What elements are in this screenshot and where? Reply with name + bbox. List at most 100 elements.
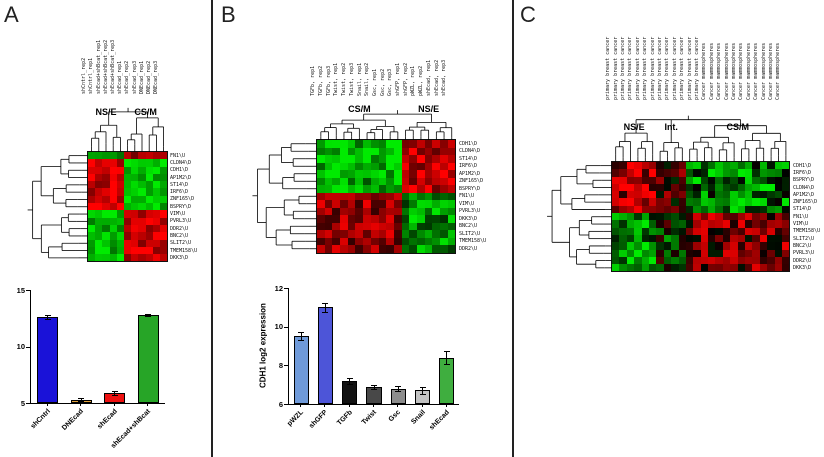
heatmap-cell: [416, 155, 425, 163]
heatmap-cell: [781, 249, 790, 257]
heatmap-cell: [700, 234, 709, 243]
heatmap-cell: [145, 246, 153, 255]
heatmap-cell: [88, 188, 96, 196]
heatmap-cell: [745, 227, 753, 235]
heatmap-cell: [641, 198, 649, 206]
heatmap-cell: [730, 213, 738, 221]
heatmap-cell: [116, 173, 124, 182]
heatmap-cell: [626, 198, 635, 206]
heatmap-cell: [626, 227, 635, 235]
heatmap-cell: [641, 169, 649, 177]
heatmap-cell: [109, 254, 117, 262]
panel-letter-a: A: [4, 2, 19, 27]
x-axis-tick: [324, 404, 326, 407]
heatmap-cell: [671, 242, 679, 250]
heatmap-column-label: shEcad, rep1: [425, 59, 432, 96]
heatmap-cell: [708, 220, 716, 228]
heatmap-cell: [715, 234, 723, 243]
heatmap-cell: [340, 192, 348, 200]
heatmap-cell: [722, 264, 731, 272]
heatmap-cell: [626, 183, 635, 192]
heatmap-cell: [355, 207, 364, 215]
heatmap-cell: [440, 245, 448, 253]
heatmap-cell: [116, 210, 124, 218]
heatmap-cell: [626, 242, 635, 250]
heatmap-cell: [370, 162, 379, 170]
heatmap-cell: [116, 217, 124, 225]
heatmap-cell: [447, 230, 456, 238]
bar-category-label: pWZL: [286, 409, 306, 428]
heatmap-cell: [656, 264, 664, 272]
heatmap-cell: [774, 242, 782, 250]
heatmap-cell: [340, 170, 348, 178]
heatmap-column-label: Cancer mammospheres: [716, 42, 723, 100]
heatmap-cell: [678, 213, 686, 221]
heatmap-cell: [145, 203, 153, 211]
heatmap-cell: [386, 177, 394, 185]
heatmap-cell: [759, 198, 768, 206]
heatmap-row-label: IRF6\D: [459, 163, 478, 170]
heatmap-cell: [332, 245, 341, 253]
heatmap-cell: [678, 198, 686, 206]
heatmap-cell: [363, 147, 371, 155]
heatmap-cell: [332, 230, 341, 238]
heatmap-cell: [767, 169, 775, 177]
heatmap-cell: [332, 192, 341, 200]
heatmap-cell: [317, 140, 325, 148]
heatmap-cell: [317, 237, 325, 245]
heatmap-cell: [324, 155, 333, 163]
heatmap-cell: [612, 256, 620, 265]
heatmap-cell: [355, 230, 364, 238]
y-axis-tick-label: 8: [278, 360, 283, 370]
heatmap-cell: [752, 162, 760, 170]
heatmap-cell: [685, 213, 694, 221]
heatmap-cell: [332, 170, 341, 178]
heatmap-cell: [138, 224, 146, 233]
heatmap-cell: [131, 166, 139, 174]
heatmap-cell: [131, 254, 139, 262]
heatmap-cell: [663, 162, 672, 170]
heatmap-cell: [324, 200, 333, 208]
heatmap-cell: [767, 162, 775, 170]
heatmap-cell: [159, 188, 168, 196]
heatmap-cell: [363, 192, 371, 200]
heatmap-cell: [722, 249, 731, 257]
heatmap-cell: [401, 222, 410, 230]
heatmap-cell: [767, 198, 775, 206]
heatmap-cell: [363, 140, 371, 148]
heatmap-cell: [612, 220, 620, 228]
heatmap-cell: [123, 173, 132, 182]
heatmap-cell: [715, 256, 723, 265]
heatmap-cell: [693, 169, 701, 177]
heatmap-cell: [641, 183, 649, 192]
heatmap-cell: [752, 234, 760, 243]
heatmap-cell: [159, 173, 168, 182]
heatmap-column-label: primary breast cancer: [634, 36, 641, 100]
heatmap-cell: [648, 256, 657, 265]
heatmap-cell: [634, 227, 642, 235]
row-dendrogram: [547, 165, 612, 269]
heatmap-cell: [317, 245, 325, 253]
heatmap-cell: [730, 183, 738, 192]
heatmap-cell: [152, 188, 160, 196]
heatmap-cell: [416, 230, 425, 238]
heatmap-cell: [393, 222, 402, 230]
heatmap-cell: [145, 181, 153, 189]
heatmap-cell: [355, 140, 364, 148]
heatmap-cell: [737, 198, 746, 206]
error-bar-cap-bottom: [443, 364, 450, 366]
heatmap-cell: [730, 256, 738, 265]
heatmap-cell: [324, 222, 333, 230]
heatmap-cell: [432, 170, 440, 178]
heatmap-cell: [393, 215, 402, 223]
heatmap-cell: [781, 183, 790, 192]
heatmap-cell: [774, 169, 782, 177]
heatmap-cell: [355, 177, 364, 185]
heatmap-cell: [378, 185, 387, 193]
heatmap-cell: [370, 147, 379, 155]
heatmap-cell: [745, 256, 753, 265]
heatmap-cell: [363, 155, 371, 163]
heatmap-cell: [671, 213, 679, 221]
heatmap-cell: [700, 256, 709, 265]
heatmap-cell: [612, 264, 620, 272]
